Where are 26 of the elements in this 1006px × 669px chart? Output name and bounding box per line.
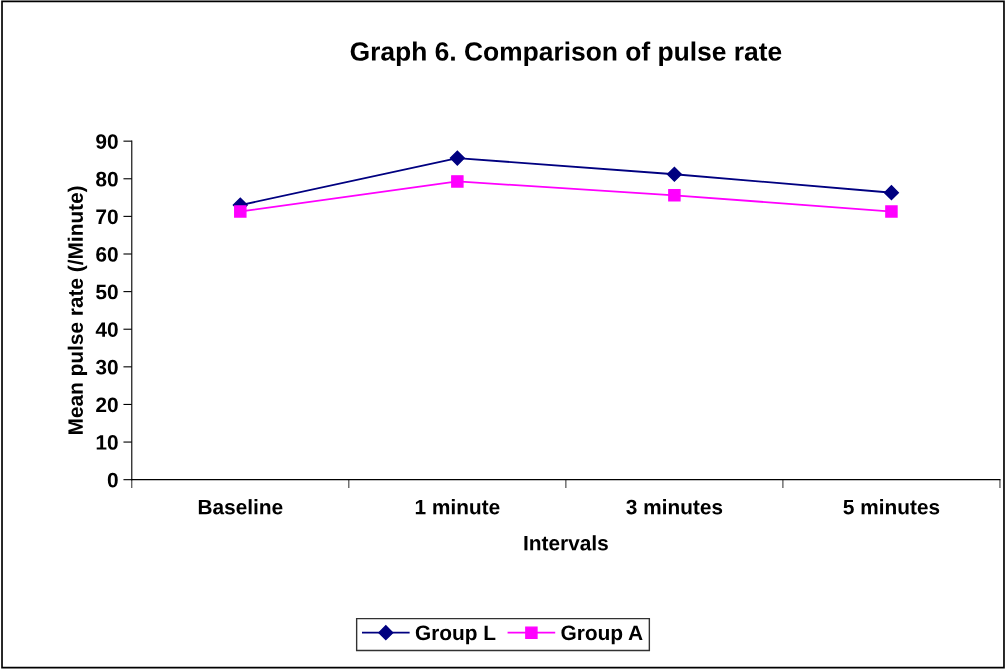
x-tick-label: 1 minute <box>415 499 500 515</box>
legend-label: Group L <box>415 625 496 645</box>
point <box>449 150 465 166</box>
y-tick-label: 10 <box>96 435 118 450</box>
point <box>668 189 681 202</box>
x-tick-label: 5 minutes <box>843 499 940 515</box>
legend-label: Group A <box>561 625 643 645</box>
x-tick-label: Baseline <box>198 499 283 515</box>
x-tick-label: 3 minutes <box>626 499 723 515</box>
y-tick-label: 0 <box>107 472 118 488</box>
y-tick-label: 50 <box>96 284 118 300</box>
y-tick-label: 90 <box>96 134 118 149</box>
point <box>666 166 682 182</box>
y-tick-label: 40 <box>95 322 118 337</box>
y-tick-label: 70 <box>96 209 118 225</box>
y-tick-label: 60 <box>96 247 118 262</box>
x-axis-title: Intervals <box>524 535 608 551</box>
y-tick-label: 80 <box>96 171 118 187</box>
y-axis-title: Mean pulse rate (/Minute) <box>67 186 88 435</box>
y-tick-label: 30 <box>95 359 118 375</box>
point <box>885 205 898 218</box>
y-tick-label: 20 <box>96 397 118 413</box>
point <box>883 185 900 201</box>
point <box>234 205 247 218</box>
point <box>451 175 464 188</box>
chart-title: Graph 6. Comparison of pulse rate <box>350 41 782 67</box>
